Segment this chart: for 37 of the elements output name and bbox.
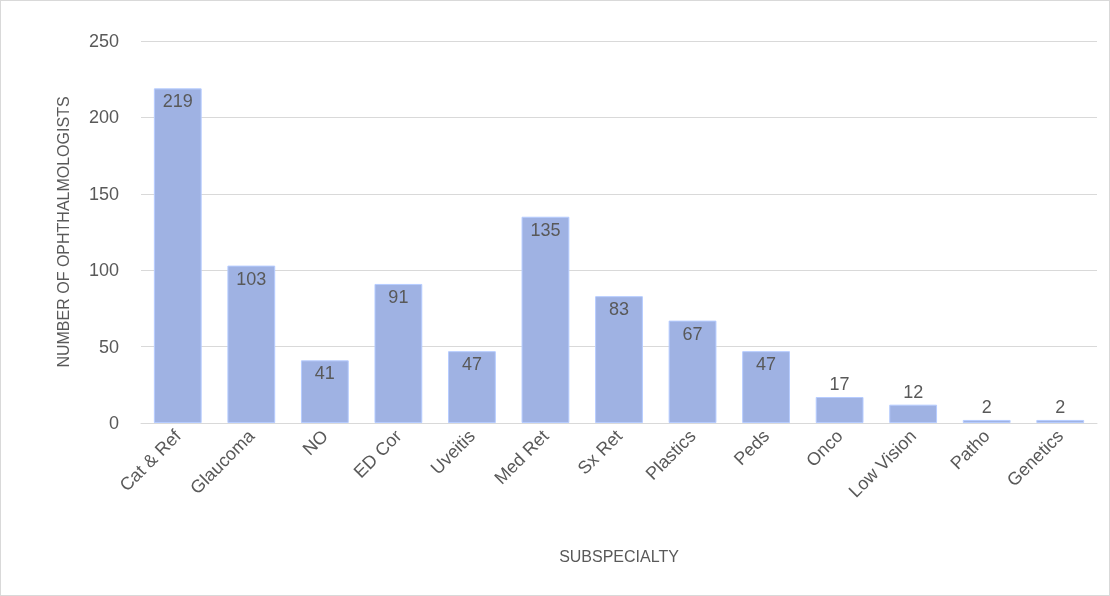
data-label: 67 <box>682 323 703 344</box>
data-label: 2 <box>1055 396 1066 417</box>
x-tick-label: Sx Ret <box>573 425 627 479</box>
y-tick-label: 200 <box>88 107 119 128</box>
data-label: 2 <box>981 396 992 417</box>
bar <box>448 351 496 423</box>
bar <box>815 397 864 423</box>
data-label: 17 <box>829 374 850 395</box>
bar <box>595 296 643 423</box>
bar <box>374 283 423 423</box>
data-label: 12 <box>903 381 924 402</box>
bar <box>1036 419 1085 423</box>
bar <box>889 404 938 423</box>
y-tick-label: 100 <box>88 260 119 281</box>
bar <box>742 351 790 423</box>
bar <box>227 265 276 423</box>
y-tick-label: 250 <box>88 31 119 51</box>
data-label: 47 <box>756 354 777 375</box>
data-label: 103 <box>236 268 267 289</box>
x-tick-label: NO <box>298 425 332 460</box>
data-label: 41 <box>314 363 335 384</box>
x-axis-title: SUBSPECIALTY <box>559 547 680 565</box>
x-tick-label: ED Cor <box>349 425 406 482</box>
y-tick-label: 50 <box>98 336 119 357</box>
data-label: 91 <box>388 286 409 307</box>
data-label: 83 <box>608 299 630 320</box>
data-label: 47 <box>461 354 482 375</box>
bar <box>521 216 570 423</box>
y-axis-title: NUMBER OF OPHTHALMOLOGISTS <box>54 96 72 368</box>
bar <box>668 320 717 423</box>
bar <box>962 419 1011 423</box>
y-tick-label: 0 <box>108 413 119 433</box>
y-tick-label: 150 <box>88 183 119 204</box>
data-label: 219 <box>162 91 193 112</box>
data-label: 135 <box>530 219 561 240</box>
bar <box>300 360 349 423</box>
bar <box>153 88 202 423</box>
